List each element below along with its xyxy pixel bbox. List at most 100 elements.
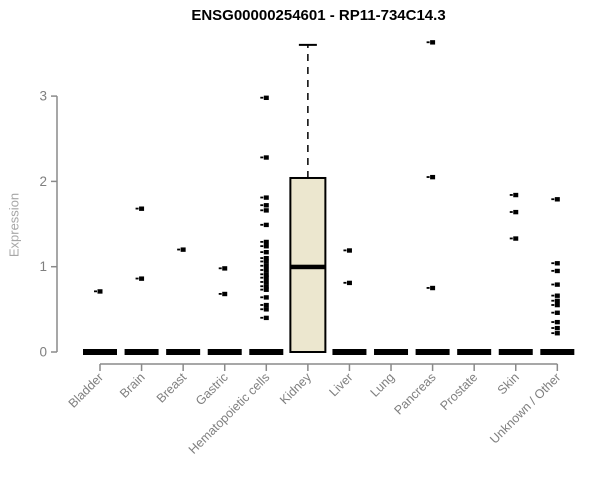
data-point: [263, 307, 269, 312]
data-point-nub: [260, 308, 264, 311]
category-label: Breast: [154, 370, 190, 406]
data-point: [222, 266, 228, 271]
y-tick-label: 0: [39, 345, 47, 360]
data-point-nub: [260, 156, 264, 159]
data-point-nub: [177, 248, 181, 251]
data-point-nub: [426, 41, 430, 44]
data-point-nub: [260, 260, 264, 263]
data-point: [263, 267, 269, 273]
data-point-nub: [509, 211, 513, 213]
data-point-nub: [551, 321, 555, 323]
data-point-nub: [260, 257, 264, 259]
data-point-nub: [551, 299, 555, 302]
data-point: [554, 302, 560, 308]
data-point: [554, 261, 560, 266]
data-point-nub: [260, 223, 264, 226]
data-point: [97, 289, 103, 294]
data-point: [554, 325, 560, 331]
data-point: [263, 279, 269, 285]
data-point: [263, 208, 269, 213]
data-point: [513, 209, 519, 215]
zero-median-bar: [166, 349, 201, 355]
data-point: [263, 302, 269, 308]
box-median: [290, 264, 326, 270]
data-point-nub: [260, 285, 264, 288]
data-point-nub: [551, 332, 555, 335]
data-point-nub: [551, 311, 555, 314]
data-point-nub: [260, 209, 264, 212]
data-point: [554, 298, 560, 304]
data-point-nub: [509, 237, 513, 240]
category-label: Pancreas: [391, 370, 438, 417]
zero-median-bar: [415, 349, 450, 355]
data-point: [263, 272, 269, 277]
data-point: [263, 195, 269, 200]
data-point-nub: [135, 277, 139, 280]
zero-median-bar: [83, 349, 117, 355]
category-label: Prostate: [437, 370, 480, 413]
data-point: [222, 291, 228, 297]
data-point-nub: [260, 196, 264, 199]
data-point: [180, 247, 186, 252]
y-tick-label: 3: [39, 89, 47, 104]
data-point: [263, 244, 269, 249]
data-point-nub: [551, 262, 555, 265]
data-point: [263, 263, 269, 269]
data-point-nub: [551, 269, 555, 272]
data-point: [263, 239, 269, 245]
data-point-nub: [426, 176, 430, 178]
data-point: [554, 331, 560, 336]
category-label: Skin: [495, 370, 522, 397]
data-point: [513, 236, 519, 241]
data-point: [263, 259, 269, 264]
data-point: [554, 268, 560, 274]
zero-median-bar: [374, 349, 409, 355]
category-label: Brain: [117, 370, 148, 401]
category-label: Gastric: [193, 370, 231, 408]
zero-median-bar: [249, 349, 284, 355]
data-point: [263, 222, 269, 228]
data-point-nub: [260, 96, 264, 99]
data-point-nub: [260, 281, 264, 283]
data-point: [554, 293, 560, 298]
data-point-nub: [260, 316, 264, 319]
data-point-nub: [135, 207, 139, 210]
data-point: [263, 203, 269, 208]
data-point-nub: [260, 240, 264, 243]
category-label: Bladder: [66, 370, 106, 410]
data-point-nub: [343, 281, 347, 284]
zero-median-bar: [332, 349, 367, 355]
data-point: [554, 197, 560, 202]
data-point: [263, 95, 269, 101]
data-point: [263, 287, 269, 292]
data-point-nub: [426, 287, 430, 289]
data-point: [346, 280, 352, 286]
category-label: Liver: [327, 370, 356, 399]
data-point: [139, 206, 145, 211]
category-label: Kidney: [277, 370, 314, 407]
zero-median-bar: [207, 349, 242, 355]
data-point: [430, 174, 436, 180]
category-label: Lung: [368, 370, 398, 400]
category-label: Unknown / Other: [487, 370, 563, 446]
data-point: [263, 315, 269, 321]
data-point-nub: [218, 267, 222, 270]
zero-median-bar: [124, 349, 159, 355]
data-point-nub: [551, 327, 555, 329]
data-point-nub: [260, 296, 264, 299]
data-point: [263, 155, 269, 160]
data-point: [346, 248, 352, 253]
y-tick-label: 1: [39, 259, 47, 274]
zero-median-bar: [457, 349, 492, 355]
data-point-nub: [260, 276, 264, 279]
data-point-nub: [260, 288, 264, 291]
data-point: [513, 192, 519, 198]
data-point-nub: [94, 290, 97, 293]
data-point-nub: [218, 292, 222, 295]
data-point-nub: [260, 251, 264, 253]
y-tick-label: 2: [39, 174, 47, 189]
data-point: [430, 285, 436, 291]
data-point-nub: [260, 264, 264, 267]
